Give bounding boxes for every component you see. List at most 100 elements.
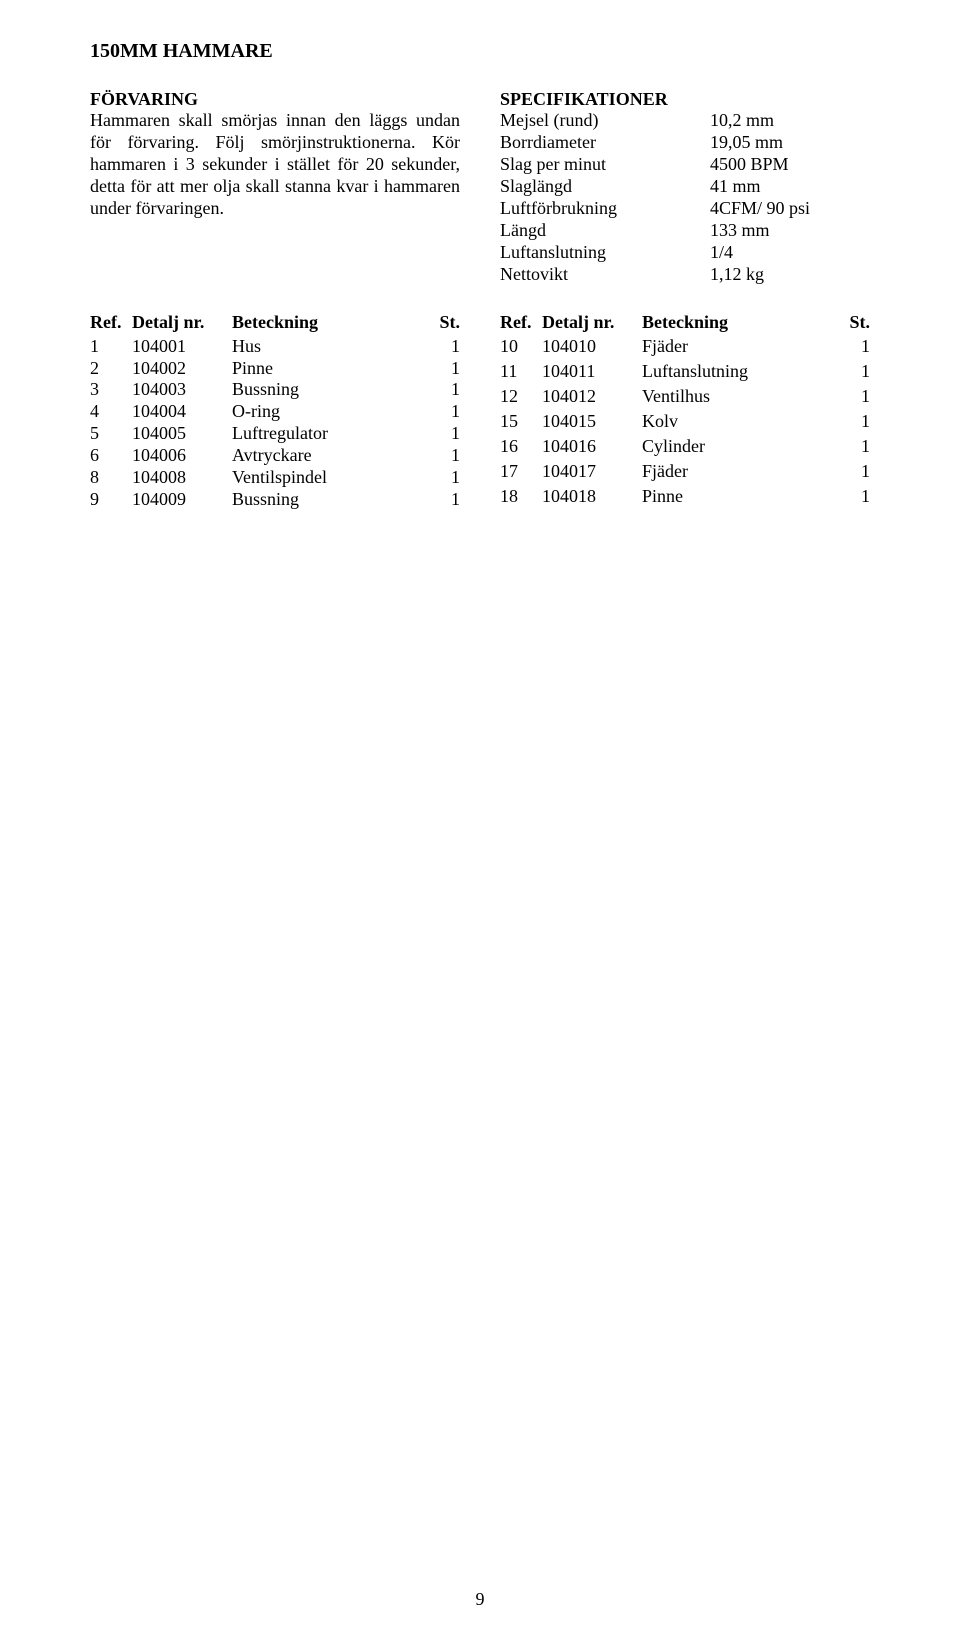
- cell-desc: Luftanslutning: [642, 361, 842, 386]
- cell-desc: Bussning: [232, 489, 432, 511]
- spec-value: 1,12 kg: [710, 264, 764, 286]
- page: 150MM HAMMARE FÖRVARING Hammaren skall s…: [0, 0, 960, 1644]
- spec-label: Luftförbrukning: [500, 198, 710, 220]
- spec-label: Längd: [500, 220, 710, 242]
- spec-value: 133 mm: [710, 220, 770, 242]
- spec-label: Slag per minut: [500, 154, 710, 176]
- table-row: 9104009Bussning1: [90, 489, 460, 511]
- cell-desc: Cylinder: [642, 436, 842, 461]
- parts-tables: Ref. Detalj nr. Beteckning St. 1104001Hu…: [90, 312, 870, 512]
- table-row: 4104004O-ring1: [90, 401, 460, 423]
- cell-st: 1: [432, 445, 460, 467]
- cell-desc: Hus: [232, 336, 432, 358]
- cell-desc: Bussning: [232, 379, 432, 401]
- cell-st: 1: [432, 379, 460, 401]
- cell-ref: 4: [90, 401, 132, 423]
- spec-label: Mejsel (rund): [500, 110, 710, 132]
- cell-st: 1: [432, 401, 460, 423]
- spec-label: Nettovikt: [500, 264, 710, 286]
- table-row: 8104008Ventilspindel1: [90, 467, 460, 489]
- table-row: 1104001Hus1: [90, 336, 460, 358]
- cell-desc: Ventilspindel: [232, 467, 432, 489]
- cell-ref: 9: [90, 489, 132, 511]
- table-row: 11104011Luftanslutning1: [500, 361, 870, 386]
- table-row: 2104002Pinne1: [90, 358, 460, 380]
- cell-st: 1: [842, 461, 870, 486]
- cell-nr: 104010: [542, 336, 642, 361]
- cell-st: 1: [842, 411, 870, 436]
- parts-table-left: Ref. Detalj nr. Beteckning St. 1104001Hu…: [90, 312, 460, 512]
- spec-value: 10,2 mm: [710, 110, 774, 132]
- cell-ref: 15: [500, 411, 542, 436]
- storage-text: Hammaren skall smörjas innan den läggs u…: [90, 110, 460, 220]
- col-nr: Detalj nr.: [132, 312, 232, 336]
- spec-row: Nettovikt1,12 kg: [500, 264, 870, 286]
- cell-desc: Ventilhus: [642, 386, 842, 411]
- cell-st: 1: [432, 467, 460, 489]
- cell-st: 1: [432, 358, 460, 380]
- col-nr: Detalj nr.: [542, 312, 642, 336]
- cell-desc: Avtryckare: [232, 445, 432, 467]
- col-ref: Ref.: [500, 312, 542, 336]
- table-header-row: Ref. Detalj nr. Beteckning St.: [90, 312, 460, 336]
- cell-st: 1: [432, 423, 460, 445]
- spec-label: Slaglängd: [500, 176, 710, 198]
- cell-ref: 8: [90, 467, 132, 489]
- cell-ref: 17: [500, 461, 542, 486]
- table-row: 6104006Avtryckare1: [90, 445, 460, 467]
- cell-desc: Fjäder: [642, 336, 842, 361]
- spec-value: 4500 BPM: [710, 154, 789, 176]
- cell-ref: 11: [500, 361, 542, 386]
- table-row: 12104012Ventilhus1: [500, 386, 870, 411]
- cell-ref: 3: [90, 379, 132, 401]
- cell-ref: 5: [90, 423, 132, 445]
- spec-row: Mejsel (rund)10,2 mm: [500, 110, 870, 132]
- cell-ref: 18: [500, 486, 542, 511]
- table-row: 18104018Pinne1: [500, 486, 870, 511]
- cell-ref: 10: [500, 336, 542, 361]
- cell-st: 1: [842, 336, 870, 361]
- cell-st: 1: [842, 436, 870, 461]
- col-desc: Beteckning: [232, 312, 432, 336]
- spec-row: Luftförbrukning4CFM/ 90 psi: [500, 198, 870, 220]
- specs-section: SPECIFIKATIONER Mejsel (rund)10,2 mmBorr…: [500, 89, 870, 286]
- col-desc: Beteckning: [642, 312, 842, 336]
- spec-row: Längd133 mm: [500, 220, 870, 242]
- cell-nr: 104003: [132, 379, 232, 401]
- cell-nr: 104002: [132, 358, 232, 380]
- cell-desc: Pinne: [642, 486, 842, 511]
- storage-section: FÖRVARING Hammaren skall smörjas innan d…: [90, 89, 460, 220]
- cell-nr: 104012: [542, 386, 642, 411]
- cell-st: 1: [842, 486, 870, 511]
- page-title: 150MM HAMMARE: [90, 40, 870, 63]
- spec-value: 19,05 mm: [710, 132, 783, 154]
- table-row: 15104015Kolv1: [500, 411, 870, 436]
- cell-nr: 104011: [542, 361, 642, 386]
- cell-st: 1: [432, 489, 460, 511]
- spec-value: 4CFM/ 90 psi: [710, 198, 810, 220]
- cell-nr: 104009: [132, 489, 232, 511]
- cell-nr: 104008: [132, 467, 232, 489]
- cell-desc: Kolv: [642, 411, 842, 436]
- table-row: 17104017Fjäder1: [500, 461, 870, 486]
- cell-nr: 104006: [132, 445, 232, 467]
- spec-row: Slag per minut4500 BPM: [500, 154, 870, 176]
- spec-value: 41 mm: [710, 176, 761, 198]
- col-st: St.: [432, 312, 460, 336]
- page-number: 9: [0, 1589, 960, 1610]
- cell-nr: 104001: [132, 336, 232, 358]
- cell-ref: 6: [90, 445, 132, 467]
- spec-row: Borrdiameter19,05 mm: [500, 132, 870, 154]
- intro-columns: FÖRVARING Hammaren skall smörjas innan d…: [90, 89, 870, 286]
- storage-heading: FÖRVARING: [90, 89, 460, 110]
- cell-ref: 16: [500, 436, 542, 461]
- spec-label: Luftanslutning: [500, 242, 710, 264]
- table-row: 5104005Luftregulator1: [90, 423, 460, 445]
- cell-ref: 1: [90, 336, 132, 358]
- cell-desc: Pinne: [232, 358, 432, 380]
- specs-list: Mejsel (rund)10,2 mmBorrdiameter19,05 mm…: [500, 110, 870, 286]
- table-row: 3104003Bussning1: [90, 379, 460, 401]
- cell-nr: 104018: [542, 486, 642, 511]
- table-row: 16104016Cylinder1: [500, 436, 870, 461]
- specs-heading: SPECIFIKATIONER: [500, 89, 870, 110]
